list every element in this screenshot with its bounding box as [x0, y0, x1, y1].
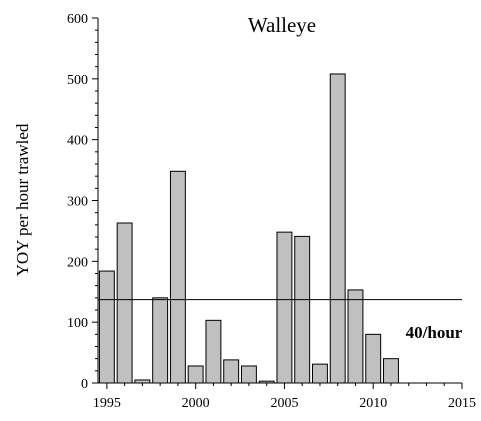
- y-axis-label: YOY per hour trawled: [13, 123, 32, 276]
- bar: [116, 222, 133, 384]
- bar: [383, 358, 399, 384]
- x-tick-label: 2000: [182, 396, 210, 411]
- bar: [276, 231, 293, 384]
- bar: [187, 365, 204, 384]
- bar: [329, 73, 346, 384]
- chart-title: Walleye: [248, 13, 316, 37]
- y-tick-label: 0: [81, 377, 88, 392]
- reference-label: 40/hour: [406, 323, 463, 342]
- bar: [152, 297, 169, 384]
- y-tick-label: 600: [67, 12, 88, 27]
- y-tick-label: 100: [67, 316, 88, 331]
- bar: [294, 235, 311, 384]
- x-tick-label: 1995: [93, 396, 121, 411]
- x-tick-label: 2015: [448, 396, 476, 411]
- bar: [347, 289, 364, 384]
- y-tick-label: 500: [67, 73, 88, 88]
- y-tick-label: 300: [67, 195, 88, 210]
- bar: [365, 333, 382, 384]
- x-tick-label: 2010: [359, 396, 387, 411]
- x-tick-label: 2005: [270, 396, 298, 411]
- bar: [240, 365, 257, 384]
- y-tick-label: 400: [67, 134, 88, 149]
- bar: [98, 270, 115, 384]
- bar: [205, 319, 222, 384]
- bar: [223, 359, 240, 384]
- bar: [169, 170, 186, 384]
- y-tick-label: 200: [67, 255, 88, 270]
- bar: [311, 363, 328, 384]
